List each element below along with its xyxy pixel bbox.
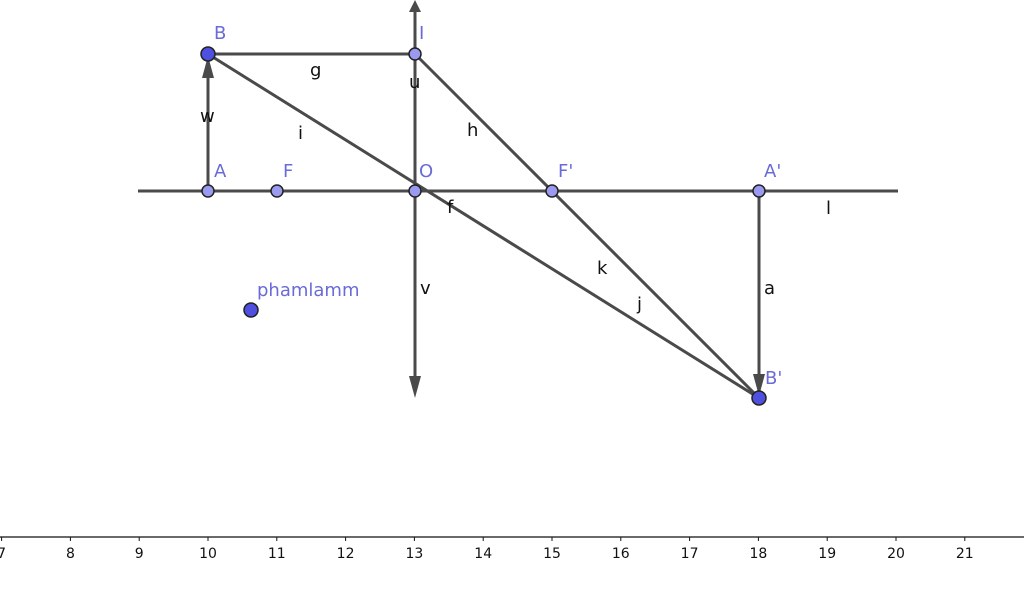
tick-label: 13 xyxy=(405,546,423,562)
ray-h-k xyxy=(413,52,761,400)
segment-label: f xyxy=(447,197,454,218)
image-arrowhead xyxy=(753,374,765,396)
tick-label: 15 xyxy=(543,546,561,562)
tick-label: 7 xyxy=(0,546,6,562)
tick-label: 20 xyxy=(887,546,905,562)
point-label: B' xyxy=(765,368,782,389)
segment-label: w xyxy=(200,106,215,127)
tick-label: 18 xyxy=(749,546,767,562)
segment-label: h xyxy=(467,120,478,141)
point[interactable] xyxy=(408,184,422,198)
tick-label: 10 xyxy=(199,546,217,562)
point-label: F' xyxy=(558,161,573,182)
tick-label: 21 xyxy=(956,546,974,562)
segment-label: i xyxy=(298,123,303,144)
tick-label: 11 xyxy=(268,546,286,562)
point[interactable] xyxy=(545,184,559,198)
point[interactable] xyxy=(751,390,767,406)
tick-label: 16 xyxy=(612,546,630,562)
ray-i-f xyxy=(207,52,760,400)
point[interactable] xyxy=(201,184,215,198)
tick-label: 8 xyxy=(66,546,75,562)
tick-label: 9 xyxy=(135,546,144,562)
point-label: A xyxy=(214,161,227,182)
point[interactable] xyxy=(200,46,216,62)
segment-label: j xyxy=(636,294,642,315)
segment-label: k xyxy=(597,258,608,279)
segment-label: u xyxy=(409,72,420,93)
point-label: B xyxy=(214,23,226,44)
point[interactable] xyxy=(270,184,284,198)
tick-label: 12 xyxy=(337,546,355,562)
tick-label: 19 xyxy=(818,546,836,562)
lens-arrow-bottom xyxy=(409,376,421,398)
point-label: F xyxy=(283,161,293,182)
point[interactable] xyxy=(752,184,766,198)
point[interactable] xyxy=(408,47,422,61)
point-label: phamlamm xyxy=(257,280,360,301)
point-label: A' xyxy=(764,161,781,182)
point-label: I xyxy=(419,23,424,44)
segment-label: g xyxy=(310,60,321,81)
point-label: O xyxy=(419,161,433,182)
segment-label: v xyxy=(420,278,431,299)
object-arrowhead xyxy=(202,56,214,78)
segment-label: l xyxy=(826,198,831,219)
lens-arrow-top xyxy=(409,0,421,12)
segment-label: a xyxy=(764,278,775,299)
point[interactable] xyxy=(243,302,259,318)
tick-label: 17 xyxy=(681,546,699,562)
tick-label: 14 xyxy=(474,546,492,562)
